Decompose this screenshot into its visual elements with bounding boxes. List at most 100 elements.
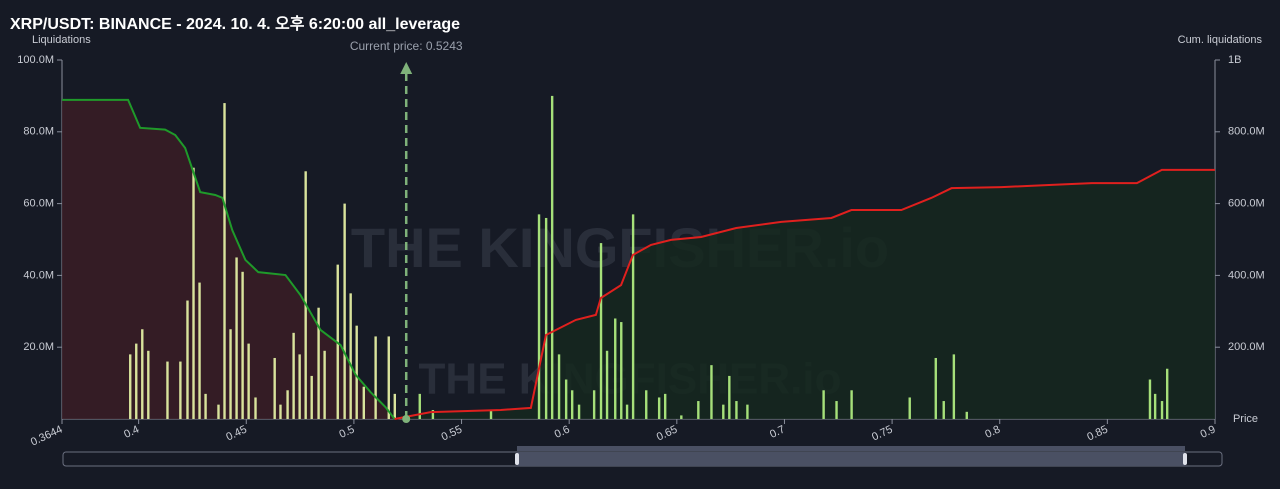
y2-axis-label: Cum. liquidations — [1178, 34, 1263, 46]
bar — [625, 404, 629, 419]
bar — [286, 390, 289, 419]
bar — [292, 332, 295, 419]
bar — [557, 354, 561, 419]
x-tick-label: 0.3644 — [29, 423, 65, 448]
bar — [489, 410, 493, 419]
bar — [166, 361, 169, 419]
bar — [387, 336, 390, 419]
bar — [1153, 393, 1157, 419]
bar — [570, 390, 574, 419]
plot: 20.0M 40.0M 60.0M 80.0M 100.0M 200.0M 400.0M 60… — [17, 54, 1264, 449]
bar — [273, 357, 276, 419]
x-tick-label: 0.65 — [655, 423, 679, 443]
bar — [217, 404, 220, 419]
bar — [229, 329, 232, 419]
bar — [254, 397, 257, 419]
bar — [599, 243, 603, 419]
bar — [645, 390, 648, 419]
bar — [310, 375, 313, 419]
area — [394, 169, 1215, 419]
x-tick-label: 0.9 — [1199, 423, 1218, 440]
bar — [241, 271, 244, 419]
bar — [631, 214, 635, 419]
bar — [544, 217, 548, 419]
x-tick-label: 0.7 — [768, 423, 787, 440]
x-tick-label: 0.75 — [870, 423, 894, 443]
bar — [620, 322, 623, 419]
line — [394, 168, 1215, 420]
scrollbar-thumb[interactable] — [517, 452, 1185, 466]
bar — [204, 393, 207, 419]
current-price-dot — [402, 415, 411, 423]
bar — [129, 354, 132, 419]
bar — [393, 393, 396, 419]
bar — [235, 257, 238, 419]
bar — [343, 203, 346, 419]
bar — [418, 393, 421, 419]
bar — [850, 390, 853, 419]
scrollbar[interactable] — [62, 446, 1223, 467]
bar — [247, 343, 250, 419]
bar — [362, 386, 365, 419]
bar — [614, 318, 617, 419]
x-tick-label: 0.6 — [553, 423, 572, 440]
bar — [746, 404, 749, 419]
x-tick-label: 0.55 — [440, 423, 464, 443]
x-tick-label: 0.85 — [1085, 423, 1109, 443]
bar — [186, 300, 189, 419]
bar — [592, 390, 596, 419]
scrollbar-handle[interactable] — [515, 453, 519, 465]
current-price-label: Current price: 0.5243 — [350, 39, 463, 53]
bar — [663, 393, 667, 419]
bar — [147, 350, 150, 419]
bar — [192, 167, 195, 419]
bar — [317, 307, 320, 419]
bar — [934, 357, 937, 419]
y-tick-label: 60.0M — [23, 198, 54, 210]
bar — [1165, 368, 1169, 419]
bar — [135, 343, 138, 419]
bar — [728, 375, 731, 419]
current-price-arrow — [400, 62, 413, 74]
bar — [564, 379, 568, 419]
bar — [374, 336, 377, 419]
scrollbar-handle[interactable] — [1183, 453, 1187, 465]
y2-tick-label: 800.0M — [1228, 126, 1265, 138]
bar — [735, 401, 738, 419]
bar — [537, 214, 541, 419]
bar — [697, 401, 700, 419]
x-tick-label: 0.45 — [224, 423, 248, 443]
bar — [605, 350, 609, 419]
y-tick-label: 20.0M — [23, 341, 54, 353]
scrollbar-grip — [517, 446, 1185, 451]
bar — [835, 401, 838, 419]
bar — [952, 354, 956, 419]
x-axis-label: Price — [1233, 413, 1258, 425]
bar — [710, 365, 713, 419]
bar — [722, 404, 725, 419]
bar — [431, 410, 435, 419]
y2-tick-label: 600.0M — [1228, 198, 1265, 210]
y-tick-label: 80.0M — [23, 126, 54, 138]
y-axis-label: Liquidations — [32, 34, 91, 46]
x-tick-label: 0.4 — [122, 423, 141, 440]
area — [62, 99, 395, 419]
bar — [198, 282, 201, 419]
bar — [657, 397, 661, 419]
bar — [141, 329, 144, 419]
bar — [298, 354, 301, 419]
bar — [279, 404, 282, 419]
y2-tick-label: 1B — [1228, 54, 1241, 66]
bar — [680, 415, 683, 419]
bar — [304, 171, 307, 419]
bar — [349, 293, 352, 419]
x-tick-label: 0.5 — [337, 423, 356, 440]
chart-title: XRP/USDT: BINANCE - 2024. 10. 4. 오후 6:20… — [10, 14, 460, 33]
line — [62, 98, 396, 420]
bar — [1148, 379, 1152, 419]
bar — [822, 390, 825, 419]
bar — [577, 404, 581, 419]
x-tick-label: 0.8 — [983, 423, 1002, 440]
y-tick-label: 100.0M — [17, 54, 54, 66]
